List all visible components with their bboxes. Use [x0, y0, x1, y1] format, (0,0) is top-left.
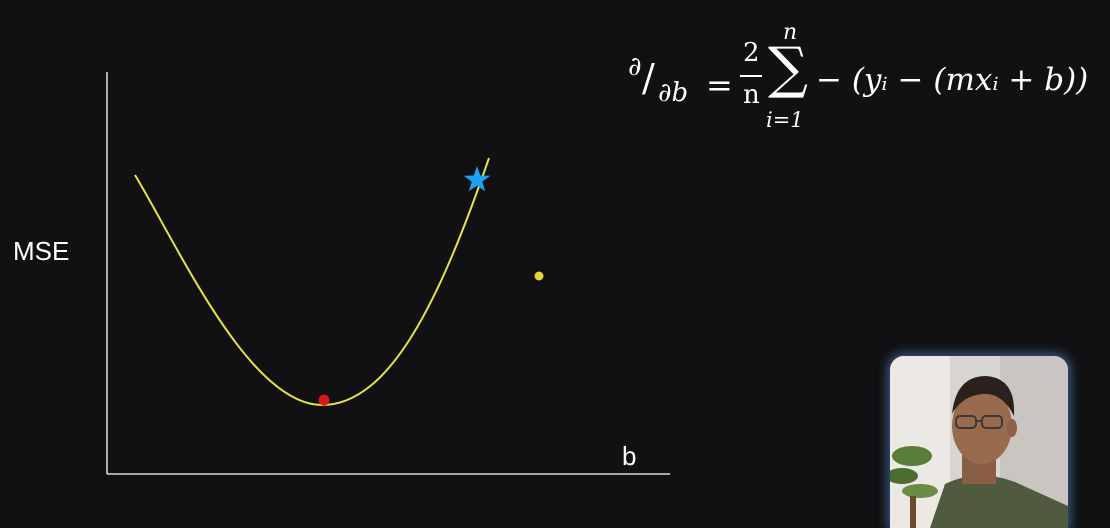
equals-sign: = [706, 66, 733, 104]
sum-expression: − (yᵢ − (mxᵢ + b)) [816, 62, 1089, 98]
current-point-star-icon [463, 166, 491, 192]
cursor-dot [534, 271, 544, 281]
fraction-denominator: n [743, 80, 760, 110]
fraction-numerator: 2 [743, 38, 760, 68]
sum-lower-limit: i=1 [766, 108, 804, 132]
partial-denominator: ∂b [658, 78, 689, 108]
presenter-webcam [890, 356, 1068, 528]
x-axis-label: b [622, 441, 637, 471]
sum-upper-limit: n [783, 20, 798, 45]
gradient-formula: ∂ / ∂b = 2 n n ∑ i=1 − (yᵢ − (mxᵢ + b)) [620, 20, 1100, 142]
fraction-bar [740, 75, 762, 77]
sum-symbol: ∑ [768, 36, 808, 101]
mse-curve [134, 157, 490, 407]
y-axis-label: MSE [13, 236, 70, 266]
partial-slash: / [642, 56, 655, 100]
presenter-image [890, 356, 1068, 528]
minimum-point-marker [318, 394, 330, 406]
partial-numerator: ∂ [628, 52, 642, 82]
